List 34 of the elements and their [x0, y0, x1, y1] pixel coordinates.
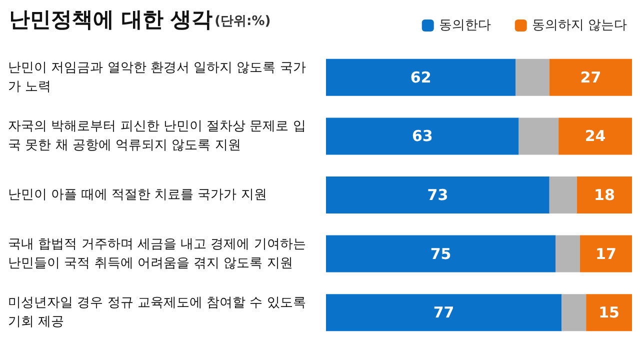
bar: [586, 294, 632, 332]
y-tick-label: 난민이 아플 때에 적절한 치료를 국가가 지원: [8, 188, 267, 202]
legend-label: 동의하지 않는다: [532, 18, 628, 33]
legend-label: 동의한다: [438, 18, 491, 33]
data-label: 18: [594, 186, 615, 204]
bar: [549, 176, 577, 214]
bar: [326, 294, 562, 332]
y-tick-label: 국내 합법적 거주하며 세금을 내고 경제에 기여하는 난민들이 국적 취득에 어려움을 겪지 않도록 지원: [8, 236, 310, 271]
data-label: 75: [430, 244, 452, 263]
bar: [556, 235, 580, 272]
data-label: 15: [598, 304, 620, 322]
bar: [326, 176, 550, 214]
text: 난민정책에 대한 생각: [9, 8, 213, 32]
bar: [516, 58, 550, 96]
bar: [549, 58, 632, 96]
data-label: 24: [584, 127, 606, 146]
y-tick-label: 자국의 박해로부터 피신한 난민이 절차상 문제로 입국 못한 채 공항에 억류되지 않도록 지원: [8, 119, 306, 154]
bar: [326, 58, 516, 96]
data-label: 63: [412, 127, 433, 146]
y-tick-label: 미성년자일 경우 정규 교육제도에 참여할 수 있도록 기회 제공: [8, 296, 310, 330]
data-label: 73: [427, 186, 448, 204]
bar: [326, 235, 556, 272]
bar: [518, 118, 559, 155]
bar: [580, 235, 632, 272]
bar: [558, 118, 632, 155]
y-tick-label: 난민이 저임금과 열악한 환경서 일하지 않도록 국가가 노력: [8, 60, 306, 94]
data-label: 77: [433, 304, 454, 322]
data-label: 62: [410, 68, 432, 86]
bar: [326, 118, 519, 155]
chart-subtitle: (단위:%): [214, 14, 271, 29]
data-label: 27: [580, 68, 602, 86]
bar: [576, 176, 632, 214]
bar: [562, 294, 586, 332]
data-label: 17: [596, 244, 616, 263]
